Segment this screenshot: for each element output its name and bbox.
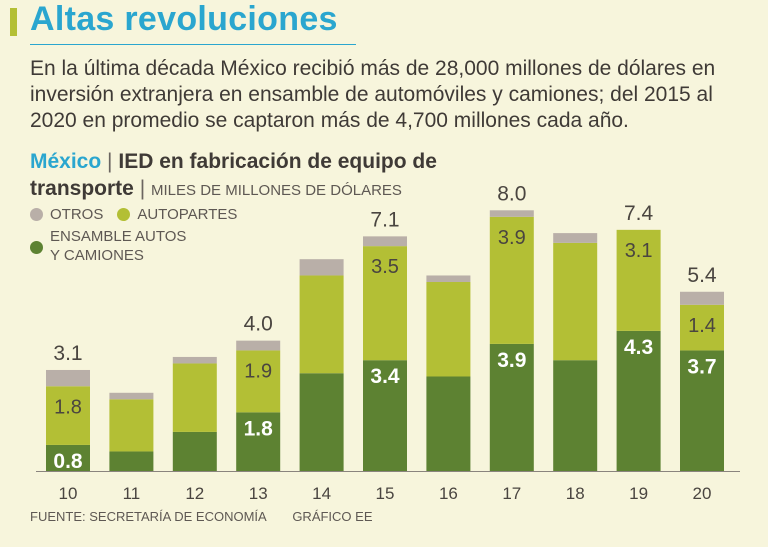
legend-swatch-otros xyxy=(30,208,43,221)
data-label-autopartes-20: 1.4 xyxy=(688,315,716,337)
x-tick-label-13: 13 xyxy=(249,484,268,503)
x-tick-label-20: 20 xyxy=(693,484,712,503)
chart-title-separator-2: | xyxy=(139,177,146,200)
bar-ensamble-11 xyxy=(109,451,154,471)
x-tick-label-11: 11 xyxy=(123,484,141,503)
source-note: FUENTE: SECRETARÍA DE ECONOMÍA xyxy=(30,509,267,524)
bar-ensamble-13 xyxy=(236,412,281,471)
data-label-ensamble-10: 0.8 xyxy=(53,450,83,473)
bar-ensamble-19 xyxy=(616,330,661,471)
data-label-ensamble-15: 3.4 xyxy=(370,365,400,388)
x-tick-label-19: 19 xyxy=(629,484,648,503)
bar-autopartes-15 xyxy=(363,246,407,361)
data-label-total-10: 3.1 xyxy=(53,342,82,365)
bar-ensamble-10 xyxy=(46,444,90,471)
x-tick-label-16: 16 xyxy=(439,484,458,503)
bar-ensamble-14 xyxy=(299,373,344,471)
bar-autopartes-13 xyxy=(236,350,281,413)
bar-ensamble-16 xyxy=(426,376,471,471)
bar-otros-20 xyxy=(680,291,724,305)
data-label-autopartes-15: 3.5 xyxy=(371,256,399,278)
data-label-ensamble-19: 4.3 xyxy=(624,336,653,359)
data-label-total-15: 7.1 xyxy=(370,208,399,231)
legend-swatch-autopartes xyxy=(117,208,131,221)
legend-label-autopartes: AUTOPARTES xyxy=(137,206,238,223)
bar-autopartes-14 xyxy=(299,275,344,374)
bar-otros-15 xyxy=(363,236,407,247)
data-label-total-19: 7.4 xyxy=(624,202,654,225)
data-label-autopartes-13: 1.9 xyxy=(244,360,272,382)
intro-text: En la última década México recibió más d… xyxy=(30,57,716,132)
data-label-total-13: 4.0 xyxy=(244,313,273,336)
chart-title: México | IED en fabricación de equipo de… xyxy=(30,148,500,204)
legend-item-otros: OTROS xyxy=(30,206,103,223)
bar-autopartes-19 xyxy=(616,229,661,331)
bar-otros-18 xyxy=(553,233,598,243)
x-tick-label-14: 14 xyxy=(312,484,331,503)
bar-autopartes-12 xyxy=(172,363,217,432)
page-title: Altas revoluciones xyxy=(30,0,338,38)
bar-autopartes-10 xyxy=(46,386,90,445)
bar-autopartes-20 xyxy=(680,304,724,351)
legend-label-otros: OTROS xyxy=(50,206,104,223)
title-underline xyxy=(30,44,356,45)
bar-ensamble-15 xyxy=(363,360,407,471)
graphic-credit: GRÁFICO EE xyxy=(292,509,373,524)
legend-item-ensamble: ENSAMBLE AUTOS Y CAMIONES xyxy=(30,227,200,265)
data-label-ensamble-13: 1.8 xyxy=(244,417,274,440)
bar-autopartes-17 xyxy=(489,216,534,344)
chart-title-topic: IED en fabricación de equipo de transpor… xyxy=(30,150,437,200)
x-tick-label-15: 15 xyxy=(376,484,395,503)
legend-item-autopartes: AUTOPARTES xyxy=(117,206,237,223)
bar-otros-16 xyxy=(426,275,471,282)
x-tick-label-12: 12 xyxy=(185,484,204,503)
bar-ensamble-17 xyxy=(489,343,534,471)
legend-swatch-ensamble xyxy=(30,241,43,254)
data-label-ensamble-17: 3.9 xyxy=(497,349,526,372)
chart-title-units: MILES DE MILLONES DE DÓLARES xyxy=(151,182,402,199)
chart-title-separator: | xyxy=(107,150,113,173)
bar-autopartes-11 xyxy=(109,399,154,452)
bar-otros-17 xyxy=(489,210,534,217)
bar-ensamble-12 xyxy=(172,431,217,471)
bar-ensamble-20 xyxy=(680,350,724,471)
bar-otros-10 xyxy=(46,369,90,387)
bar-otros-11 xyxy=(109,392,154,400)
data-label-autopartes-19: 3.1 xyxy=(625,240,653,262)
data-label-total-20: 5.4 xyxy=(687,264,717,287)
x-tick-label-18: 18 xyxy=(566,484,585,503)
chart-title-place: México xyxy=(30,150,102,173)
bar-otros-13 xyxy=(236,340,281,351)
bar-autopartes-18 xyxy=(553,242,598,361)
legend-label-ensamble: ENSAMBLE AUTOS Y CAMIONES xyxy=(50,228,187,264)
bar-autopartes-16 xyxy=(426,281,471,377)
x-tick-label-17: 17 xyxy=(502,484,521,503)
chart-legend: OTROS AUTOPARTES ENSAMBLE AUTOS Y CAMION… xyxy=(30,206,251,269)
data-label-autopartes-10: 1.8 xyxy=(54,396,82,418)
bar-otros-14 xyxy=(299,259,344,276)
data-label-ensamble-20: 3.7 xyxy=(687,355,716,378)
footer: FUENTE: SECRETARÍA DE ECONOMÍA GRÁFICO E… xyxy=(30,509,395,524)
bar-otros-12 xyxy=(172,356,217,364)
bar-ensamble-18 xyxy=(553,360,598,471)
data-label-autopartes-17: 3.9 xyxy=(498,227,526,249)
x-tick-label-10: 10 xyxy=(59,484,78,503)
title-accent-bar xyxy=(10,8,17,36)
data-label-total-17: 8.0 xyxy=(497,182,526,205)
